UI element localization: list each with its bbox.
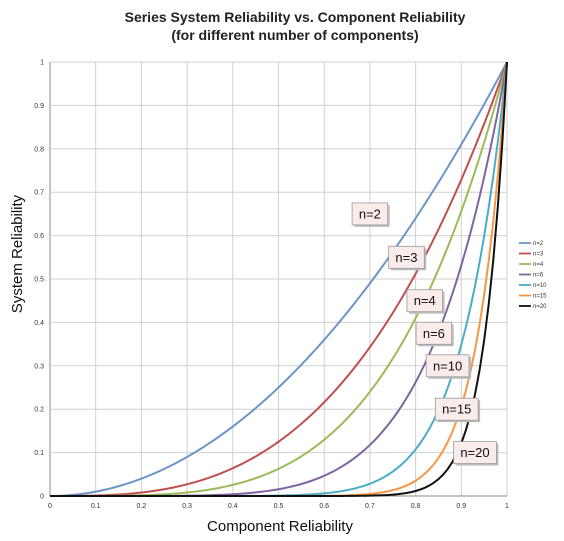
- x-tick-label: 0.7: [365, 503, 375, 510]
- x-tick-label: 0.4: [228, 503, 238, 510]
- callout-box: [351, 202, 389, 226]
- callout-label: n=15: [442, 402, 471, 417]
- callout-label: n=10: [433, 358, 462, 373]
- callout-n-15: n=15: [434, 397, 481, 423]
- y-axis-title: System Reliability: [9, 194, 26, 313]
- callout-n-6: n=6: [415, 321, 454, 347]
- x-tick-label: 0.2: [137, 503, 147, 510]
- series-layer: [49, 61, 508, 497]
- y-tick-label: 0.6: [34, 233, 44, 240]
- callout-box: [406, 289, 443, 313]
- y-tick-label: 0.5: [34, 277, 44, 284]
- callout-box: [388, 245, 425, 269]
- y-tick-label: 0.3: [34, 363, 44, 370]
- legend-label: n=2: [533, 241, 544, 247]
- legend-item-n-2: n=2: [519, 241, 544, 247]
- y-tick-label: 0.1: [34, 450, 44, 457]
- grid: [49, 61, 508, 497]
- legend-item-n-15: n=15: [519, 294, 547, 300]
- series-line-n-2: [49, 61, 508, 497]
- legend-item-n-3: n=3: [519, 252, 544, 258]
- legend: n=2 n=3 n=4 n=6 n=10 n=15 n=20: [519, 241, 547, 310]
- x-tick-label: 0.6: [319, 503, 329, 510]
- y-tick-label: 1: [40, 60, 44, 67]
- x-tick-label: 0: [48, 503, 52, 510]
- callout-box: [434, 397, 479, 421]
- x-tick-label: 0.8: [411, 503, 421, 510]
- series-line-n-20: [50, 61, 508, 497]
- y-tick-label: 0.9: [34, 103, 44, 110]
- series-line-n-3: [50, 61, 508, 497]
- callouts: n=2 n=3 n=4 n=6 n=10 n=15 n=20: [351, 202, 499, 466]
- legend-item-n-6: n=6: [519, 273, 544, 279]
- legend-label: n=4: [533, 262, 544, 268]
- x-tick-label: 1: [505, 503, 509, 510]
- x-tick-label: 0.3: [182, 503, 192, 510]
- legend-item-n-20: n=20: [519, 304, 547, 310]
- legend-label: n=10: [533, 283, 547, 289]
- legend-item-n-10: n=10: [519, 283, 547, 289]
- callout-n-20: n=20: [453, 441, 499, 466]
- chart-subtitle: (for different number of components): [171, 27, 418, 43]
- legend-label: n=6: [533, 273, 544, 279]
- callout-n-3: n=3: [388, 245, 427, 271]
- callout-label: n=2: [359, 206, 381, 221]
- callout-box: [425, 354, 470, 378]
- x-tick-label: 0.1: [91, 503, 101, 510]
- x-axis-title: Component Reliability: [207, 518, 353, 535]
- callout-box: [453, 441, 497, 465]
- callout-n-2: n=2: [351, 202, 390, 227]
- callout-label: n=3: [395, 250, 417, 265]
- y-tick-label: 0.8: [34, 146, 44, 153]
- callout-n-4: n=4: [406, 289, 445, 314]
- y-tick-label: 0.2: [34, 407, 44, 414]
- callout-box: [415, 321, 453, 345]
- y-tick-label: 0.4: [34, 320, 44, 327]
- y-tick-label: 0: [40, 494, 44, 501]
- legend-label: n=20: [533, 304, 547, 310]
- callout-label: n=6: [423, 326, 445, 341]
- x-tick-label: 0.5: [274, 503, 284, 510]
- legend-item-n-4: n=4: [519, 262, 544, 268]
- legend-label: n=15: [533, 294, 547, 300]
- chart-title: Series System Reliability vs. Component …: [125, 9, 466, 25]
- y-tick-label: 0.7: [34, 190, 44, 197]
- legend-label: n=3: [533, 252, 544, 258]
- tick-labels: 0 0.1 0.2 0.3 0.4 0.5 0.6 0.7 0.8 0.9 1 0 0.1 0.2 0.3 0…: [34, 60, 509, 511]
- x-tick-label: 0.9: [456, 503, 466, 510]
- callout-n-10: n=10: [425, 354, 471, 379]
- callout-label: n=20: [460, 445, 489, 460]
- callout-label: n=4: [414, 293, 436, 308]
